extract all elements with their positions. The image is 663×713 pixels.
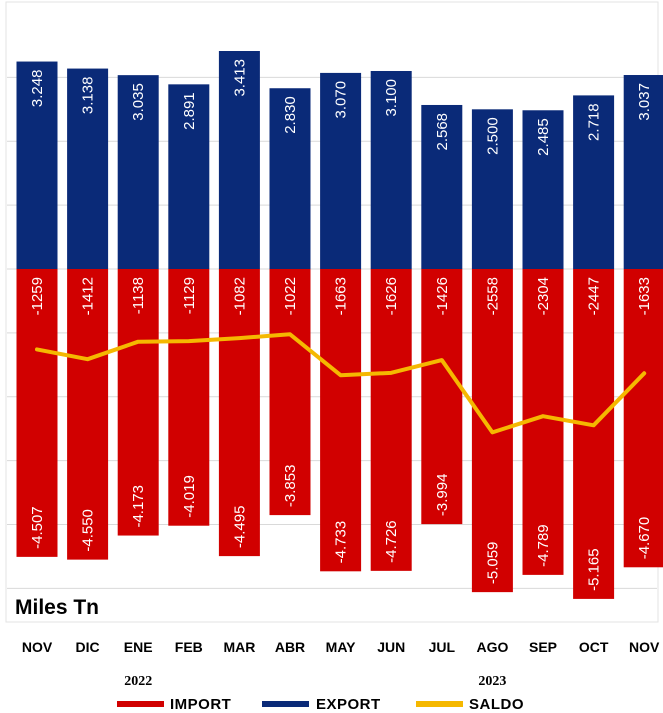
- year-labels: 2022 2023: [124, 674, 506, 689]
- export-bar: [218, 51, 260, 269]
- export-bar: [370, 70, 412, 270]
- year-label: 2023: [478, 674, 506, 689]
- export-value-label: 3.100: [383, 79, 400, 117]
- saldo-value-label: -1259: [29, 277, 46, 315]
- import-value-label: -4.550: [80, 509, 97, 552]
- import-bar: [421, 269, 463, 525]
- import-bar: [269, 269, 311, 516]
- import-value-label: -4.507: [29, 506, 46, 549]
- x-tick-label: MAY: [326, 639, 356, 655]
- saldo-value-label: -1138: [130, 277, 147, 314]
- x-tick-label: SEP: [529, 639, 557, 655]
- saldo-value-label: -2304: [535, 277, 552, 315]
- export-value-label: 2.718: [586, 103, 603, 141]
- import-value-label: -4.789: [535, 524, 552, 567]
- saldo-value-label: -2558: [484, 277, 501, 315]
- import-value-label: -4.495: [231, 506, 248, 549]
- year-label: 2022: [124, 674, 152, 689]
- export-bar: [623, 75, 663, 269]
- import-bar: [168, 269, 210, 526]
- bars: [16, 51, 663, 599]
- export-bar: [269, 88, 311, 269]
- import-value-label: -4.726: [383, 520, 400, 563]
- legend-swatch: [262, 701, 309, 707]
- legend-swatch: [117, 701, 164, 707]
- export-bar: [320, 72, 362, 269]
- x-tick-label: FEB: [175, 639, 203, 655]
- x-tick-label: MAR: [223, 639, 255, 655]
- saldo-value-label: -1022: [282, 277, 299, 315]
- legend-swatch: [416, 701, 463, 707]
- import-bar: [67, 269, 109, 560]
- import-bar: [623, 269, 663, 568]
- export-bar: [168, 84, 210, 270]
- import-value-label: -4.019: [181, 475, 198, 518]
- x-tick-label: ENE: [124, 639, 153, 655]
- x-tick-label: NOV: [629, 639, 660, 655]
- export-value-label: 2.500: [484, 117, 501, 155]
- legend-label: EXPORT: [316, 696, 381, 713]
- saldo-value-label: -1626: [383, 277, 400, 315]
- saldo-series-line: [35, 332, 647, 435]
- export-value-label: 3.037: [636, 83, 653, 121]
- export-value-label: 3.413: [231, 59, 248, 97]
- export-value-label: 3.035: [130, 83, 147, 121]
- export-bar: [16, 61, 58, 269]
- data-labels: 3.248 -4.507 -1259 3.138 -4.550 -1412 3.035 -4.…: [29, 59, 653, 591]
- import-value-label: -3.994: [434, 474, 451, 517]
- x-tick-label: ABR: [275, 639, 305, 655]
- export-value-label: 3.070: [333, 81, 350, 119]
- import-bar: [16, 269, 58, 557]
- x-tick-label: OCT: [579, 639, 609, 655]
- import-value-label: -4.173: [130, 485, 147, 528]
- legend-label: IMPORT: [170, 696, 231, 713]
- saldo-value-label: -1663: [333, 277, 350, 315]
- export-value-label: 3.138: [80, 77, 97, 115]
- saldo-value-label: -2447: [586, 277, 603, 315]
- import-value-label: -4.733: [333, 521, 350, 564]
- export-value-label: 2.485: [535, 118, 552, 156]
- export-bar: [67, 68, 109, 270]
- saldo-value-label: -1633: [636, 277, 653, 315]
- saldo-line: [35, 332, 647, 435]
- export-bar: [471, 109, 513, 269]
- legend-label: SALDO: [469, 696, 524, 713]
- saldo-value-label: -1129: [181, 277, 198, 314]
- x-tick-label: JUL: [429, 639, 456, 655]
- x-tick-label: DIC: [76, 639, 100, 655]
- x-axis-ticks: NOV DIC ENE FEB MAR ABR MAY JUN JUL AGO SEP OCT NOV: [22, 639, 660, 655]
- legend: IMPORT EXPORT SALDO: [117, 696, 524, 713]
- export-bar: [421, 104, 463, 269]
- export-value-label: 2.568: [434, 113, 451, 151]
- x-tick-label: NOV: [22, 639, 53, 655]
- unit-label: Miles Tn: [15, 596, 99, 619]
- import-value-label: -5.059: [484, 542, 501, 585]
- import-bar: [370, 269, 412, 571]
- import-bar: [573, 269, 615, 599]
- export-value-label: 2.891: [181, 92, 198, 130]
- export-value-label: 3.248: [29, 70, 46, 108]
- x-tick-label: JUN: [377, 639, 405, 655]
- import-bar: [117, 269, 159, 536]
- import-bar: [218, 269, 260, 557]
- import-value-label: -3.853: [282, 465, 299, 508]
- import-value-label: -5.165: [586, 548, 603, 591]
- export-bar: [117, 75, 159, 269]
- saldo-value-label: -1426: [434, 277, 451, 315]
- export-bar: [573, 95, 615, 269]
- saldo-value-label: -1082: [231, 277, 248, 315]
- saldo-value-label: -1412: [80, 277, 97, 315]
- export-value-label: 2.830: [282, 96, 299, 134]
- export-bar: [522, 110, 564, 269]
- import-value-label: -4.670: [636, 517, 653, 560]
- import-bar: [320, 269, 362, 572]
- x-tick-label: AGO: [476, 639, 508, 655]
